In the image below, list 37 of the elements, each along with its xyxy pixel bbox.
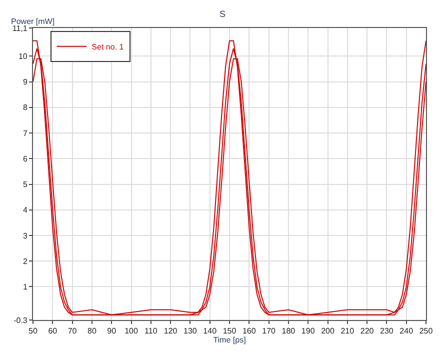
x-tick-label: 180	[282, 326, 296, 336]
x-tick-label: 150	[222, 326, 237, 336]
x-tick-label: 80	[87, 326, 97, 336]
x-tick-label: 210	[340, 326, 355, 336]
x-tick-label: 120	[164, 326, 178, 336]
y-axis-title: Power [mW]	[11, 17, 55, 26]
x-tick-label: 60	[48, 326, 58, 336]
x-tick-label: 70	[68, 326, 78, 336]
x-tick-label: 220	[360, 326, 374, 336]
y-tick-label: 4	[22, 206, 28, 215]
x-tick-label: 170	[262, 326, 276, 336]
y-tick-label: 11,1	[12, 24, 28, 33]
x-tick-label: 200	[321, 326, 335, 336]
x-tick-label: 140	[203, 326, 218, 336]
x-tick-label: 240	[400, 326, 414, 336]
y-tick-label: -0.3	[14, 316, 28, 325]
x-axis-title: Time [ps]	[213, 336, 246, 345]
chart-title: S	[219, 8, 226, 19]
y-tick-label: 8	[22, 103, 28, 112]
y-tick-label: 7	[22, 128, 28, 138]
x-tick-label: 190	[301, 326, 316, 336]
y-tick-label: 2	[22, 256, 28, 266]
y-tick-label: 3	[22, 231, 28, 240]
x-tick-label: 160	[242, 326, 256, 336]
x-tick-label: 50	[28, 326, 38, 336]
y-tick-label: 10	[18, 52, 28, 61]
x-tick-label: 110	[144, 326, 158, 336]
y-tick-label: 1	[22, 282, 28, 292]
x-tick-label: 250	[419, 326, 434, 336]
x-tick-label: 100	[124, 326, 138, 336]
y-tick-label: 6	[22, 154, 28, 164]
y-tick-label: 5	[22, 180, 28, 190]
x-tick-label: 90	[107, 326, 117, 336]
legend-label: Set no. 1	[92, 42, 124, 52]
x-tick-label: 130	[184, 326, 198, 336]
x-tick-label: 230	[380, 326, 394, 336]
y-tick-label: 9	[22, 78, 28, 87]
